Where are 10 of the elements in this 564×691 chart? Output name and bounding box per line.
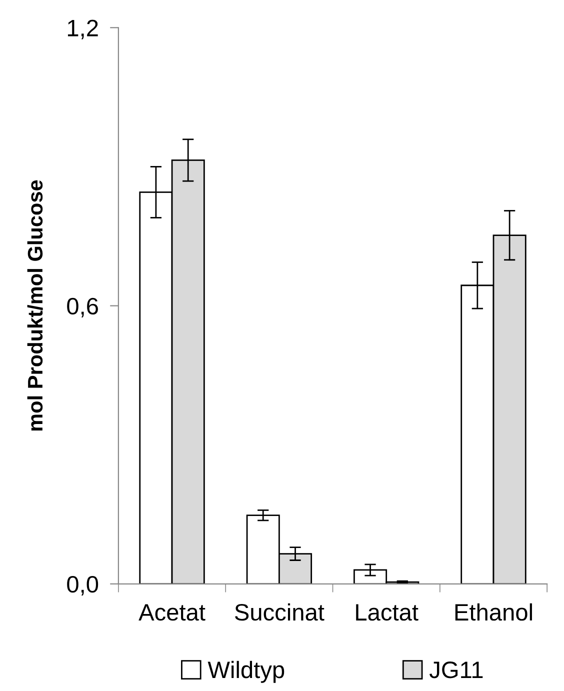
legend-label: JG11 [429,662,483,678]
y-tick-label: 1,2 [68,20,98,40]
x-tick-label: Lactat [356,604,418,621]
y-tick-label: 0,0 [67,576,98,596]
y-tick-label: 0,6 [67,298,98,318]
x-tick-label: Acetat [138,604,206,621]
x-tick-label: Ethanol [455,603,532,621]
y-axis-title: mol Produkt/mol Glucose [27,180,43,431]
legend-label: Wildtyp [208,660,284,683]
x-tick-label: Succinat [234,603,324,621]
